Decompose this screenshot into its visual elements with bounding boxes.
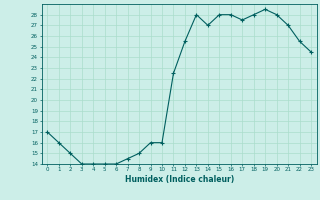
X-axis label: Humidex (Indice chaleur): Humidex (Indice chaleur) [124, 175, 234, 184]
